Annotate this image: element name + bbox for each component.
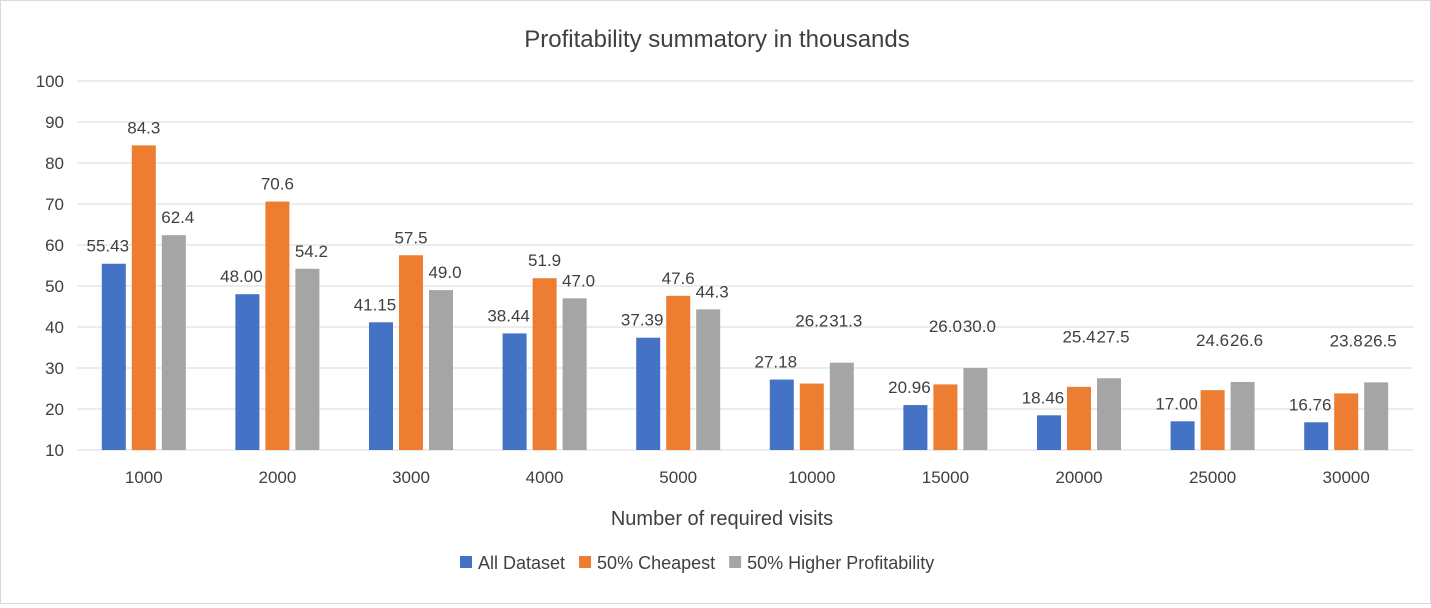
data-label: 26.6 — [1230, 331, 1263, 350]
y-tick-label: 50 — [45, 277, 64, 296]
data-label: 47.6 — [662, 269, 695, 288]
data-label: 17.00 — [1155, 394, 1198, 413]
y-tick-label: 30 — [45, 359, 64, 378]
data-label: 55.43 — [87, 237, 130, 256]
data-label: 49.0 — [428, 263, 461, 282]
y-tick-label: 20 — [45, 400, 64, 419]
y-tick-label: 90 — [45, 113, 64, 132]
chart-title: Profitability summatory in thousands — [524, 26, 910, 53]
data-label: 26.2 — [795, 312, 828, 331]
x-category-label: 5000 — [659, 468, 697, 487]
y-axis-ticks: 10 20 30 40 50 60 70 80 90 100 — [36, 72, 64, 460]
x-category-label: 20000 — [1055, 468, 1102, 487]
bar — [1037, 415, 1061, 450]
x-category-label: 4000 — [526, 468, 564, 487]
data-label: 62.4 — [161, 208, 194, 227]
legend-swatch — [460, 556, 472, 568]
data-label: 20.96 — [888, 378, 931, 397]
x-category-label: 10000 — [788, 468, 835, 487]
data-label: 25.4 — [1062, 327, 1095, 346]
bars — [101, 145, 1389, 450]
bar — [502, 333, 527, 450]
data-label: 30.0 — [963, 317, 996, 336]
legend-swatch — [729, 556, 742, 568]
y-tick-label: 10 — [45, 441, 64, 460]
bar — [829, 362, 854, 450]
bar — [131, 145, 156, 450]
legend: All Dataset 50% Cheapest 50% Higher Profit… — [460, 553, 934, 573]
data-label: 54.2 — [295, 242, 328, 261]
data-label: 27.18 — [755, 353, 798, 372]
x-axis-categories: 1000 2000 3000 4000 5000 10000 15000 20000 25000… — [125, 468, 1370, 487]
data-label: 18.46 — [1022, 388, 1065, 407]
bar — [1067, 386, 1091, 450]
bar — [636, 337, 661, 450]
data-label: 44.3 — [696, 282, 729, 301]
x-category-label: 3000 — [392, 468, 430, 487]
y-tick-label: 100 — [36, 72, 64, 91]
data-label: 47.0 — [562, 271, 595, 290]
bar — [903, 405, 928, 450]
bar — [562, 298, 587, 450]
bar — [1364, 382, 1389, 450]
x-category-label: 1000 — [125, 468, 163, 487]
bar — [235, 294, 260, 450]
bar — [933, 384, 958, 450]
legend-entry: All Dataset — [478, 553, 565, 573]
bar — [101, 263, 126, 450]
bar — [1097, 378, 1121, 450]
legend-swatch — [579, 556, 592, 568]
x-category-label: 15000 — [922, 468, 969, 487]
data-label: 26.0 — [929, 317, 962, 336]
y-tick-label: 60 — [45, 236, 64, 255]
bar — [799, 383, 824, 450]
bar — [963, 368, 988, 450]
x-category-label: 2000 — [258, 468, 296, 487]
data-label: 41.15 — [354, 295, 397, 314]
bar — [1230, 381, 1255, 450]
y-tick-label: 80 — [45, 154, 64, 173]
x-category-label: 30000 — [1323, 468, 1370, 487]
bar — [1334, 393, 1359, 450]
bar — [399, 255, 423, 450]
bar — [666, 295, 691, 450]
data-label: 70.6 — [261, 175, 294, 194]
data-labels: 55.43 84.3 62.4 48.00 70.6 54.2 41.15 57.549.0 3… — [87, 118, 1397, 414]
bar — [1200, 390, 1225, 450]
bar — [1170, 421, 1195, 450]
data-label: 37.39 — [621, 311, 664, 330]
bar — [532, 278, 557, 450]
bar — [1304, 422, 1329, 450]
x-category-label: 25000 — [1189, 468, 1236, 487]
data-label: 48.00 — [220, 267, 263, 286]
y-tick-label: 40 — [45, 318, 64, 337]
data-label: 31.3 — [829, 312, 862, 331]
bar — [696, 309, 721, 450]
bar — [161, 235, 186, 450]
data-label: 57.5 — [394, 228, 427, 247]
data-label: 84.3 — [127, 118, 160, 137]
data-label: 51.9 — [528, 251, 561, 270]
x-axis-title: Number of required visits — [611, 508, 833, 530]
legend-entry: 50% Cheapest — [597, 553, 715, 573]
data-label: 24.6 — [1196, 331, 1229, 350]
bar — [429, 290, 453, 450]
bar — [369, 322, 393, 450]
bar — [295, 268, 320, 450]
data-label: 16.76 — [1289, 395, 1332, 414]
legend-entry: 50% Higher Profitability — [747, 553, 934, 573]
data-label: 38.44 — [487, 306, 530, 325]
data-label: 23.8 — [1330, 331, 1363, 350]
y-tick-label: 70 — [45, 195, 64, 214]
bar — [769, 379, 794, 450]
bar — [265, 201, 290, 450]
data-label: 26.5 — [1364, 331, 1397, 350]
data-label: 27.5 — [1096, 327, 1129, 346]
